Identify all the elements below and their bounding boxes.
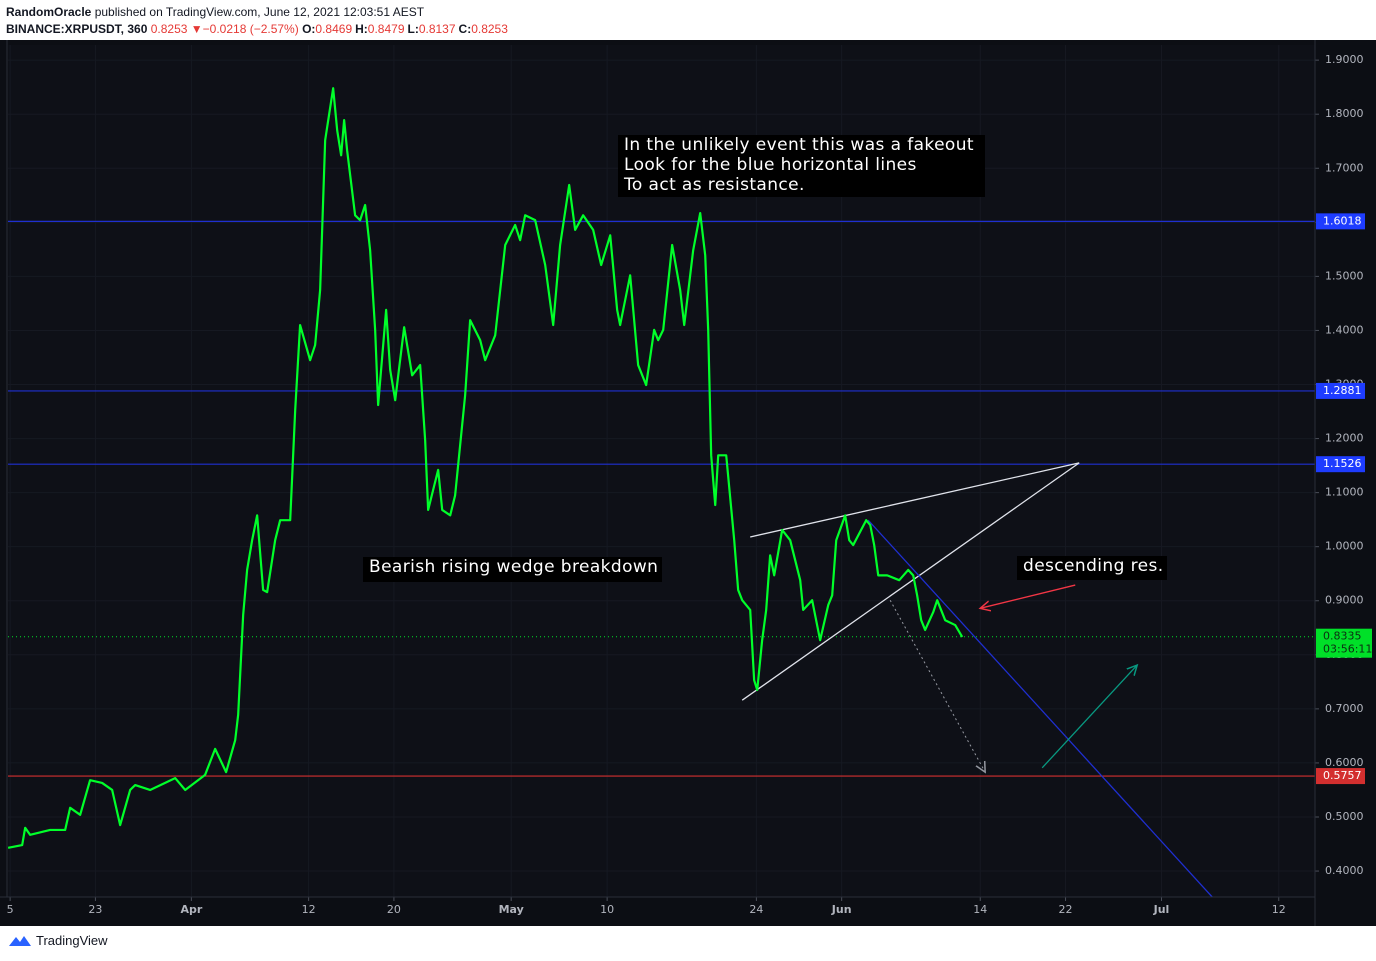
x-tick-label: Apr (180, 903, 202, 916)
brand: TradingView (8, 933, 108, 948)
y-tick-label: 0.6000 (1325, 756, 1364, 769)
ohlc-key: H: (355, 22, 368, 36)
level-label-bg (1316, 768, 1365, 785)
annotation-text: Look for the blue horizontal lines (624, 155, 917, 175)
header: RandomOracle published on TradingView.co… (6, 4, 511, 38)
y-tick-label: 1.2000 (1325, 432, 1364, 445)
level-label: 1.1526 (1323, 457, 1362, 470)
countdown-label: 03:56:11 (1323, 643, 1372, 656)
annotation-text: Bearish rising wedge breakdown (369, 557, 658, 577)
x-tick-label: 14 (973, 903, 987, 916)
y-tick-label: 0.4000 (1325, 864, 1364, 877)
ohlc-value: 0.8479 (367, 22, 405, 36)
author: RandomOracle (6, 5, 92, 19)
x-tick-label: 10 (600, 903, 614, 916)
x-tick-label: Jun (831, 903, 852, 916)
ohlc-key: C: (458, 22, 472, 36)
publish-line: RandomOracle published on TradingView.co… (6, 4, 511, 21)
x-tick-label: 12 (302, 903, 316, 916)
y-tick-label: 1.4000 (1325, 323, 1364, 336)
y-tick-label: 1.1000 (1325, 486, 1364, 499)
level-label: 0.5757 (1323, 769, 1362, 782)
level-label: 1.6018 (1323, 214, 1362, 227)
x-tick-label: May (499, 903, 524, 916)
x-tick-label: Jul (1153, 903, 1170, 916)
current-price-label: 0.8335 (1323, 630, 1362, 643)
x-tick-label: 12 (1272, 903, 1286, 916)
annotation-box (363, 557, 662, 582)
y-tick-label: 1.8000 (1325, 107, 1364, 120)
x-tick-label: 5 (7, 903, 14, 916)
last: 0.8253 (150, 22, 188, 36)
y-tick-label: 1.0000 (1325, 540, 1364, 553)
trendline (750, 462, 1080, 538)
ohlc-value: 0.8469 (315, 22, 353, 36)
level-label-bg (1316, 456, 1365, 473)
price-line (7, 87, 964, 849)
x-tick-label: 23 (88, 903, 102, 916)
annotation-text: To act as resistance. (623, 175, 805, 195)
annotation-box (618, 135, 985, 197)
y-tick-label: 0.5000 (1325, 810, 1364, 823)
annotation-box (1017, 556, 1167, 580)
trendline (1041, 665, 1137, 769)
brand-logo (9, 935, 31, 946)
trendline (867, 519, 1213, 898)
y-tick-label: 0.7000 (1325, 702, 1364, 715)
y-tick-label: 1.9000 (1325, 53, 1364, 66)
y-tick-label: 1.7000 (1325, 161, 1364, 174)
direction: ▼ (190, 22, 203, 36)
current-price-bg (1316, 628, 1372, 658)
trendline (741, 462, 1080, 701)
trendline (980, 584, 1076, 608)
level-label: 1.2881 (1323, 384, 1362, 397)
x-tick-label: 24 (749, 903, 763, 916)
ohlc-value: 0.8253 (471, 22, 508, 36)
ohlc: O:0.8469 H:0.8479 L:0.8137 C:0.8253 (302, 22, 511, 36)
annotation-text: descending res. (1023, 556, 1164, 576)
ohlc-key: O: (302, 22, 316, 36)
level-label-bg (1316, 382, 1365, 399)
ohlc-key: L: (407, 22, 419, 36)
annotation-text: In the unlikely event this was a fakeout (624, 135, 974, 155)
quote-line: BINANCE:XRPUSDT, 360 0.8253 ▼−0.0218 (−2… (6, 21, 511, 38)
change: −0.0218 (−2.57%) (202, 22, 299, 36)
y-tick-label: 0.9000 (1325, 594, 1364, 607)
brand-text: TradingView (36, 933, 108, 948)
symbol: BINANCE:XRPUSDT, 360 (6, 22, 148, 36)
y-tick-label: 1.5000 (1325, 269, 1364, 282)
x-tick-label: 22 (1059, 903, 1073, 916)
x-tick-label: 20 (387, 903, 401, 916)
published: published on TradingView.com, June 12, 2… (94, 5, 425, 19)
level-label-bg (1316, 213, 1365, 230)
ohlc-value: 0.8137 (418, 22, 456, 36)
